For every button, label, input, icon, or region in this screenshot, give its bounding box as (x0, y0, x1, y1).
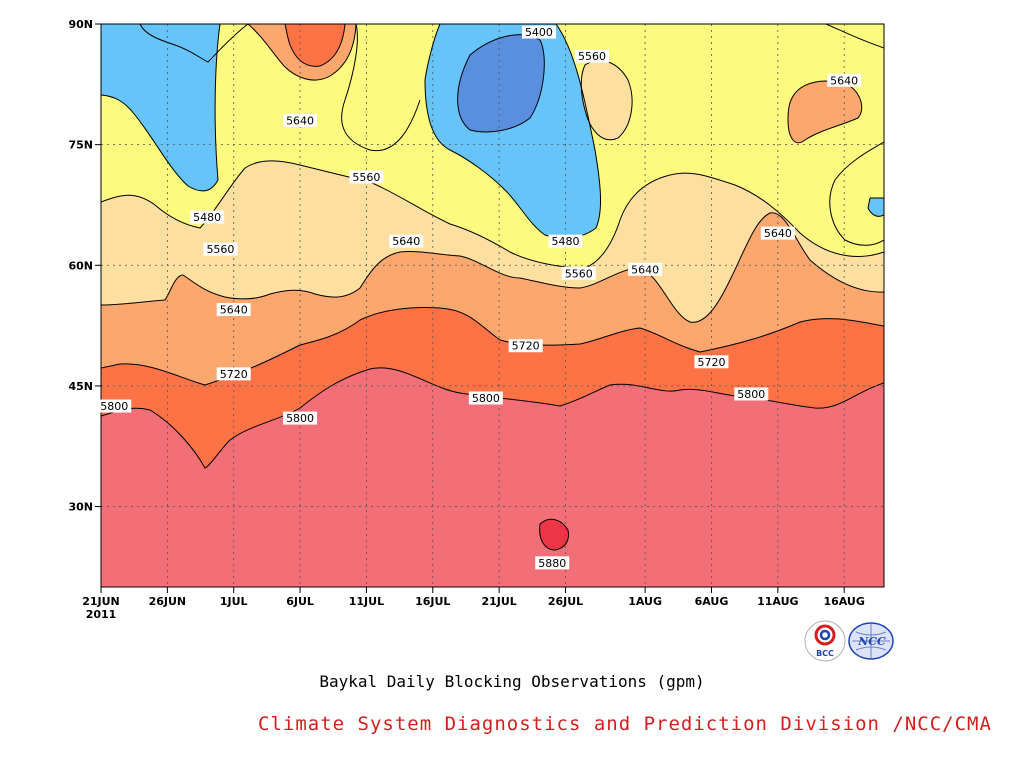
contour-label-box (283, 114, 318, 128)
contour-line-5720 (247, 24, 357, 81)
x-tick-label: 26JUN (149, 595, 187, 608)
contour-labels: 5400 5560 5640 5640 5560 5480 5640 5560 5640 5480… (97, 25, 862, 570)
contour-lines (101, 24, 884, 551)
contour-line-5720 (101, 307, 884, 386)
contour-label-box (508, 339, 543, 353)
contour-label: 5560 (565, 267, 593, 280)
contour-label-box (389, 234, 424, 248)
x-tick-label: 1JUL (220, 595, 248, 608)
bcc-logo-text: BCC (816, 649, 834, 658)
y-tick-label: 60N (68, 259, 93, 272)
contour-label-box (190, 210, 225, 224)
contour-label-box (216, 303, 251, 317)
contour-label-box (628, 262, 663, 276)
band-5400 (457, 34, 545, 132)
y-tick-label: 45N (68, 380, 93, 393)
contour-line-5400 (457, 34, 545, 133)
contour-line-5560 (341, 24, 421, 152)
contour-line-5480 (867, 197, 884, 217)
contour-label: 5800 (286, 412, 314, 425)
band-5480 (101, 24, 220, 191)
ncc-logo: NCC (848, 622, 894, 660)
x-tick-label: 6JUL (286, 595, 314, 608)
contour-line-5640 (101, 212, 884, 323)
grid (101, 24, 884, 587)
x-axis: 21JUN 26JUN 1JUL 6JUL 11JUL 16JUL 21JUL 26JUL 1A… (82, 587, 865, 621)
contour-label: 5640 (631, 263, 659, 276)
plot-frame (100, 23, 885, 588)
contour-line-5560 (829, 141, 884, 246)
contour-line-5800 (284, 24, 346, 67)
contour-label: 5400 (525, 26, 553, 39)
contour-label: 5640 (220, 304, 248, 317)
x-tick-label: 11JUL (349, 595, 384, 608)
band-5480 (868, 198, 884, 217)
contour-line-5640 (580, 60, 633, 141)
x-tick-label: 21JUL (481, 595, 516, 608)
contour-label-box (827, 73, 862, 87)
contour-label-box (734, 387, 769, 401)
contour-label: 5720 (220, 368, 248, 381)
y-tick-label: 75N (68, 139, 93, 152)
x-tick-label: 26JUL (548, 595, 583, 608)
x-tick-label: 21JUN (82, 595, 120, 608)
contour-line-5560 (825, 24, 884, 49)
chart-caption: Baykal Daily Blocking Observations (gpm) (319, 672, 705, 691)
contour-label-box (283, 411, 318, 425)
contour-label-box (561, 266, 596, 280)
contour-label: 5640 (830, 74, 858, 87)
contour-label: 5480 (551, 235, 579, 248)
x-tick-label: 1AUG (628, 595, 662, 608)
contour-label: 5720 (512, 340, 540, 353)
contour-label-box (694, 355, 729, 369)
contour-label-box (97, 399, 132, 413)
contour-label-box (760, 226, 795, 240)
contour-line-5560 (101, 24, 249, 63)
band-5960 (539, 519, 569, 550)
y-tick-label: 90N (68, 18, 93, 31)
contour-label: 5560 (578, 50, 606, 63)
contour-label: 5640 (392, 235, 420, 248)
contour-label-box (575, 49, 610, 63)
x-tick-label: 16JUL (415, 595, 450, 608)
credit-line: Climate System Diagnostics and Predictio… (258, 713, 992, 735)
contour-label: 5800 (472, 392, 500, 405)
x-tick-label: 16AUG (823, 595, 864, 608)
contour-label: 5640 (764, 227, 792, 240)
x-tick-label: 6AUG (695, 595, 729, 608)
contour-label: 5800 (100, 400, 128, 413)
band-5720 (788, 81, 862, 143)
band-5560 (829, 142, 884, 246)
contour-label-box (216, 367, 251, 381)
contour-label: 5560 (352, 171, 380, 184)
bcc-logo: BCC (804, 620, 846, 662)
contour-label: 5480 (193, 211, 221, 224)
x-year-label: 2011 (86, 608, 117, 621)
contour-label-box (548, 234, 583, 248)
contour-label: 5880 (538, 557, 566, 570)
contour-label: 5800 (737, 388, 765, 401)
contour-label: 5560 (206, 243, 234, 256)
contour-label-box (203, 242, 238, 256)
contour-label: 5720 (697, 356, 725, 369)
contour-label-box (521, 25, 556, 39)
band-5640 (581, 60, 633, 140)
y-axis: 30N 45N 60N 75N 90N (68, 18, 101, 514)
contour-label-box (535, 556, 570, 570)
contour-label: 5640 (286, 115, 314, 128)
contour-line-5480 (101, 24, 221, 192)
contour-line-5880 (539, 518, 569, 551)
contour-line-5480 (424, 24, 602, 239)
y-tick-label: 30N (68, 501, 93, 514)
contour-label-box (468, 391, 503, 405)
contour-label-box (349, 170, 384, 184)
ncc-logo-text: NCC (857, 635, 886, 648)
x-tick-label: 11AUG (757, 595, 798, 608)
